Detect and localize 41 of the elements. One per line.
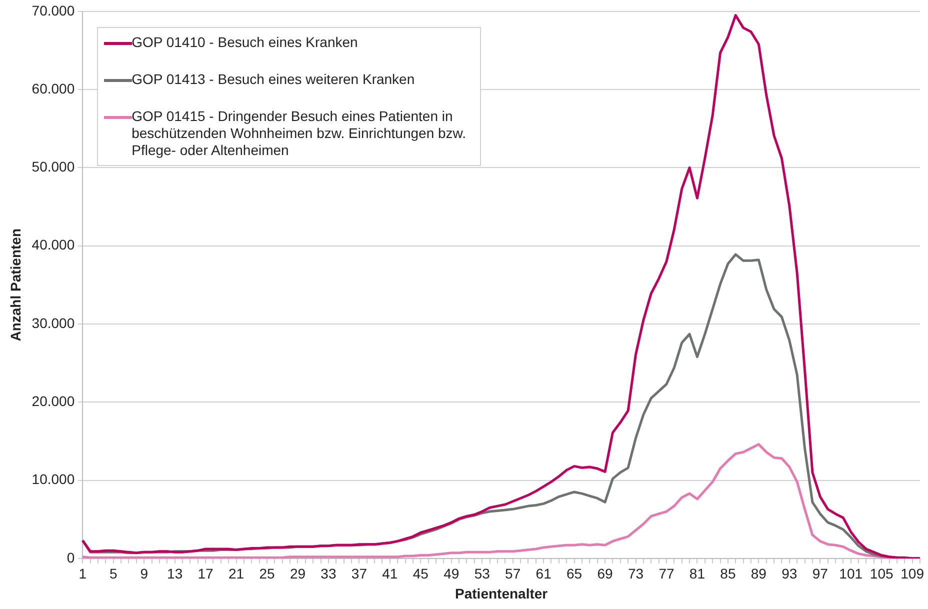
y-tick-label: 40.000 [32, 236, 75, 253]
x-tick-label: 29 [290, 566, 306, 582]
x-tick-label: 101 [839, 566, 863, 582]
y-tick-label: 0 [66, 549, 75, 566]
x-tick-label: 85 [720, 566, 736, 582]
x-tick-label: 53 [474, 566, 490, 582]
x-tick-label: 69 [597, 566, 614, 582]
x-tick-label: 105 [870, 566, 894, 582]
legend-label: GOP 01410 - Besuch eines Kranken [132, 34, 358, 52]
y-tick-label: 20.000 [32, 392, 75, 409]
legend-label: GOP 01413 - Besuch eines weiteren Kranken [132, 71, 415, 88]
y-axis-title: Anzahl Patienten [7, 228, 24, 342]
x-tick-label: 81 [689, 566, 706, 582]
x-tick-label: 73 [628, 566, 644, 582]
x-tick-label: 9 [140, 566, 148, 582]
x-tick-label: 13 [167, 566, 183, 582]
x-tick-label: 37 [351, 566, 368, 582]
y-tick-label: 70.000 [32, 2, 75, 18]
x-tick-label: 33 [320, 566, 336, 582]
y-tick-label: 30.000 [32, 314, 75, 331]
x-tick-label: 49 [444, 566, 460, 582]
x-tick-label: 21 [228, 566, 244, 582]
x-tick-label: 77 [658, 566, 674, 582]
x-tick-label: 45 [412, 566, 429, 582]
x-tick-label: 109 [900, 566, 924, 582]
x-tick-label: 93 [782, 566, 798, 582]
x-tick-label: 17 [198, 566, 214, 582]
legend-label: GOP 01415 - Dringender Besuch eines Patienten in beschützenden Wohnheimen bzw. Einrichtungen bzw. Pflege- oder Altenheimen [132, 108, 468, 160]
y-tick-label: 60.000 [32, 80, 75, 96]
x-axis-title: Patientenalter [455, 585, 548, 602]
y-tick-label: 50.000 [32, 158, 75, 175]
x-tick-label: 97 [812, 566, 828, 582]
x-tick-label: 65 [566, 566, 582, 582]
x-tick-label: 57 [505, 566, 521, 582]
x-tick-label: 25 [259, 566, 275, 582]
x-tick-label: 1 [78, 566, 87, 582]
x-tick-label: 41 [382, 566, 398, 582]
y-tick-label: 10.000 [32, 471, 75, 488]
x-tick-label: 89 [750, 566, 767, 582]
x-tick-label: 61 [536, 566, 552, 582]
x-tick-label: 5 [109, 566, 118, 582]
